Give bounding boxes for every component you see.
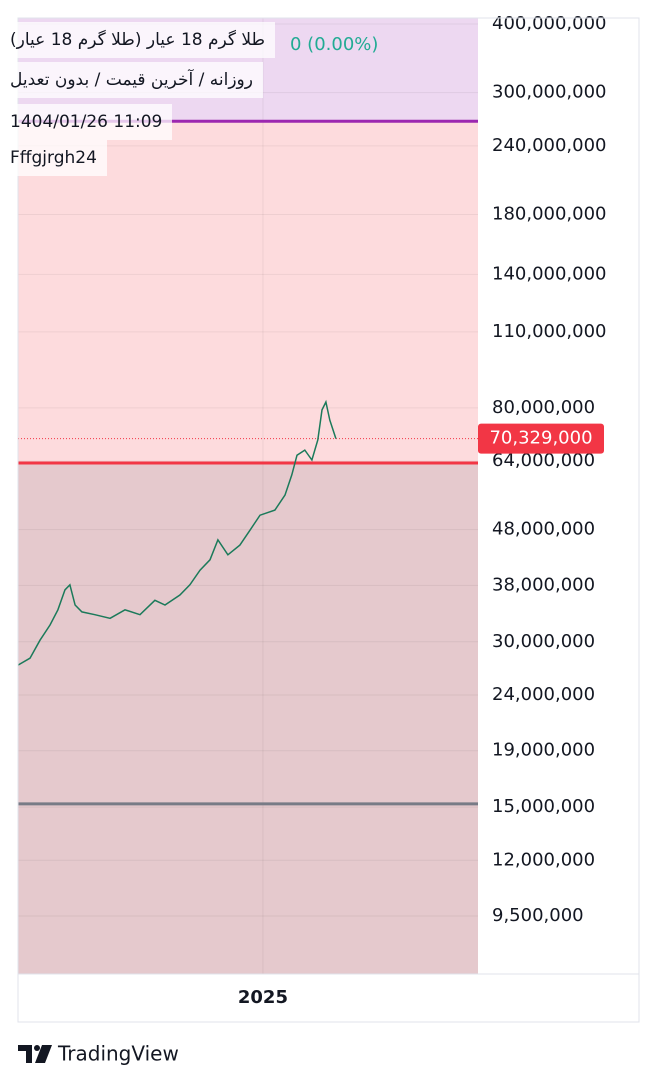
y-tick-label: 140,000,000 [492, 263, 607, 284]
chart-frame [17, 17, 640, 1023]
y-tick-label: 15,000,000 [492, 796, 595, 817]
y-tick-label: 240,000,000 [492, 135, 607, 156]
y-tick-label: 300,000,000 [492, 82, 607, 103]
y-tick-label: 38,000,000 [492, 574, 595, 595]
price-tag [478, 423, 604, 454]
y-tick-label: 30,000,000 [492, 631, 595, 652]
y-tick-label: 80,000,000 [492, 397, 595, 418]
y-tick-label: 400,000,000 [492, 13, 607, 34]
zone [18, 121, 478, 975]
user: Fffgjrgh24 [0, 140, 107, 176]
x-tick-label: 2025 [238, 987, 288, 1008]
title: طلا گرم 18 عیار (طلا گرم 18 عیار) [0, 22, 276, 58]
change: 0 (0.00%) [290, 34, 379, 55]
y-tick-label: 12,000,000 [492, 849, 595, 870]
y-tick-label: 110,000,000 [492, 321, 607, 342]
logo-icon [18, 1045, 52, 1063]
zone [18, 462, 478, 974]
brand: TradingView [57, 1042, 179, 1066]
y-tick-label: 180,000,000 [492, 203, 607, 224]
y-tick-label: 48,000,000 [492, 519, 595, 540]
y-tick-label: 64,000,000 [492, 450, 595, 471]
y-tick-label: 9,500,000 [492, 905, 584, 926]
price-tag-label: 70,329,000 [489, 428, 592, 449]
y-tick-label: 24,000,000 [492, 684, 595, 705]
plot: 400,000,000 300,000,000 240,000,000 180,000… [17, 13, 607, 1008]
datetime: 1404/01/26 11:09 [0, 104, 173, 140]
y-tick-label: 19,000,000 [492, 740, 595, 761]
price-line [17, 399, 337, 666]
settings: روزانه / آخرین قیمت / بدون تعدیل [0, 62, 263, 98]
